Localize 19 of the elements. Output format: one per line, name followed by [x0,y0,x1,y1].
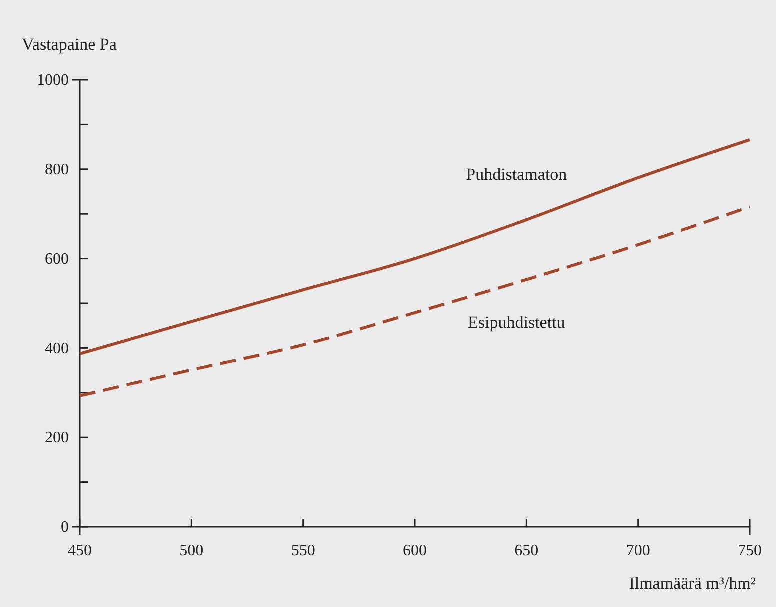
y-tick-label: 800 [45,162,69,179]
y-tick-label: 200 [45,430,69,447]
y-tick-label: 0 [61,519,69,536]
line-series [78,205,752,398]
line-series [78,138,752,356]
x-tick-label: 650 [514,542,539,560]
x-tick-label: 750 [738,542,762,560]
x-tick-label: 700 [626,542,650,560]
series-label: Esipuhdistettu [468,312,566,332]
x-axis-title: Ilmamäärä m³/hm² [629,574,756,593]
y-tick-label: 600 [45,250,69,268]
x-tick-label: 450 [68,542,92,560]
x-tick-label: 600 [403,542,427,560]
x-tick-label: 550 [291,542,316,560]
series-label: Puhdistamaton [466,164,568,184]
y-axis-title: Vastapaine Pa [22,35,118,54]
y-tick-label: 400 [45,340,69,358]
x-tick-label: 500 [180,542,204,560]
y-tick-label: 1000 [37,72,69,90]
